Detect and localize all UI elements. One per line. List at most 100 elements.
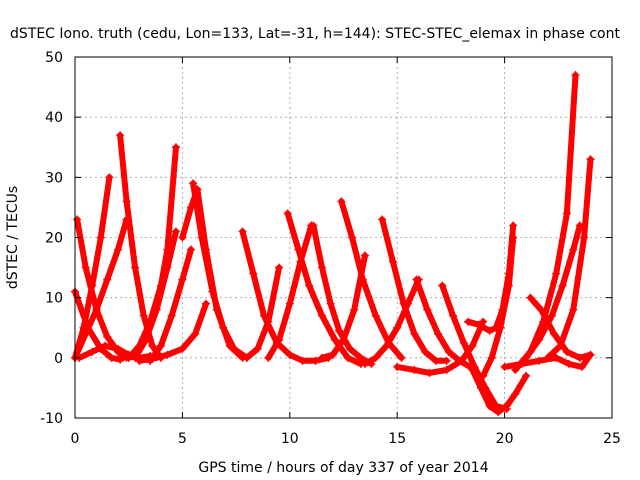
data-point xyxy=(449,311,458,320)
data-point xyxy=(496,323,505,332)
data-point xyxy=(577,362,586,371)
data-point xyxy=(275,335,284,344)
data-point xyxy=(135,356,144,365)
data-point xyxy=(152,305,161,314)
data-point xyxy=(148,341,157,350)
series-6-trace xyxy=(117,132,164,361)
data-point xyxy=(348,233,357,242)
series-layer xyxy=(71,71,595,416)
data-point xyxy=(468,365,477,374)
data-point xyxy=(73,215,82,224)
data-point xyxy=(423,305,432,314)
data-point xyxy=(569,245,578,254)
data-point xyxy=(562,347,571,356)
x-tick-label: 0 xyxy=(71,431,80,447)
data-point xyxy=(163,350,172,359)
data-point xyxy=(105,173,114,182)
data-point xyxy=(358,275,367,284)
data-point xyxy=(476,383,485,392)
data-point xyxy=(552,353,561,362)
data-point xyxy=(534,335,543,344)
data-point xyxy=(552,269,561,278)
series-8 xyxy=(131,227,180,362)
data-point xyxy=(242,353,251,362)
x-tick-label: 25 xyxy=(603,431,621,447)
data-point xyxy=(455,356,464,365)
data-point xyxy=(350,305,359,314)
data-point xyxy=(305,281,314,290)
data-point xyxy=(88,347,97,356)
data-point xyxy=(249,269,258,278)
data-point xyxy=(474,320,483,329)
data-point xyxy=(485,401,494,410)
series-23-trace xyxy=(413,276,474,370)
data-point xyxy=(360,251,369,260)
data-point xyxy=(103,332,112,341)
data-point xyxy=(537,305,546,314)
series-12 xyxy=(178,185,247,362)
y-tick-label: 10 xyxy=(45,291,63,307)
data-point xyxy=(345,344,354,353)
data-point xyxy=(202,245,211,254)
data-point xyxy=(399,299,408,308)
series-25 xyxy=(468,365,531,416)
data-point xyxy=(393,362,402,371)
data-point xyxy=(193,185,202,194)
data-point xyxy=(326,299,335,308)
data-point xyxy=(264,353,273,362)
data-point xyxy=(522,353,531,362)
data-point xyxy=(171,143,180,152)
data-point xyxy=(116,131,125,140)
data-point xyxy=(156,341,165,350)
data-point xyxy=(328,350,337,359)
y-tick-label: 30 xyxy=(45,170,63,186)
data-point xyxy=(410,329,419,338)
data-point xyxy=(81,263,90,272)
data-point xyxy=(485,326,494,335)
data-point xyxy=(79,323,88,332)
data-point xyxy=(116,355,125,364)
data-point xyxy=(178,233,187,242)
data-point xyxy=(565,359,574,368)
data-point xyxy=(225,341,234,350)
data-point xyxy=(412,275,421,284)
series-32 xyxy=(543,155,595,362)
data-point xyxy=(122,197,131,206)
data-point xyxy=(298,356,307,365)
y-tick-label: 50 xyxy=(45,50,63,66)
data-point xyxy=(509,233,518,242)
series-2-trace xyxy=(72,216,130,361)
series-16 xyxy=(264,221,316,362)
data-point xyxy=(556,341,565,350)
series-23 xyxy=(412,275,475,371)
data-point xyxy=(575,353,584,362)
data-point xyxy=(92,305,101,314)
data-point xyxy=(442,356,451,365)
chart-title: dSTEC Iono. truth (cedu, Lon=133, Lat=-3… xyxy=(10,26,620,42)
y-tick-label: -10 xyxy=(40,411,63,427)
data-point xyxy=(101,341,110,350)
series-20-trace xyxy=(362,276,422,367)
data-point xyxy=(479,371,488,380)
data-point xyxy=(371,353,380,362)
data-point xyxy=(562,209,571,218)
data-point xyxy=(253,344,262,353)
data-point xyxy=(107,353,116,362)
data-point xyxy=(275,263,284,272)
data-point xyxy=(141,335,150,344)
data-point xyxy=(360,359,369,368)
data-point xyxy=(526,293,535,302)
data-point xyxy=(178,344,187,353)
series-18 xyxy=(318,251,369,362)
data-point xyxy=(543,353,552,362)
data-point xyxy=(442,365,451,374)
series-17 xyxy=(309,221,376,368)
data-point xyxy=(283,209,292,218)
data-point xyxy=(139,311,148,320)
data-point xyxy=(500,362,509,371)
data-point xyxy=(285,350,294,359)
y-tick-label: 40 xyxy=(45,110,63,126)
data-point xyxy=(509,221,518,230)
data-point xyxy=(534,356,543,365)
